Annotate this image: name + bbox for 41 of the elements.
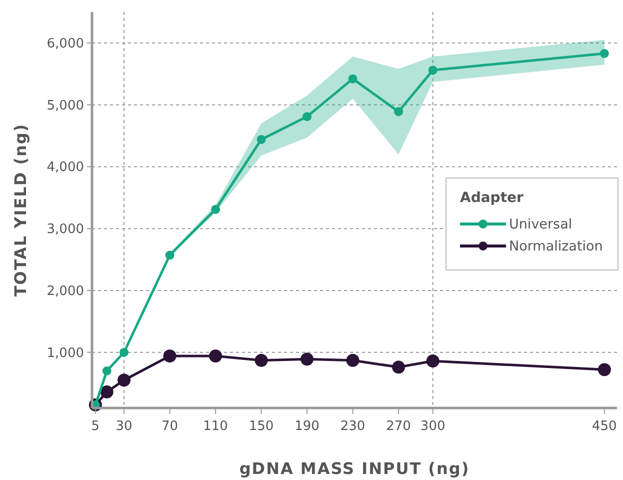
legend-label: Universal (509, 216, 572, 233)
point (120, 348, 129, 357)
y-tick-label: 2,000 (46, 284, 84, 299)
x-tick-label: 190 (294, 419, 320, 434)
point (102, 366, 112, 376)
y-tick-label: 6,000 (46, 36, 84, 52)
point (348, 74, 358, 84)
y-axis-title: TOTAL YIELD (ng) (11, 123, 30, 297)
y-tick-label: 5,000 (46, 98, 84, 114)
legend-label: Normalization (509, 238, 603, 255)
x-tick-label: 300 (420, 419, 446, 434)
point (302, 112, 312, 122)
x-tick-label: 70 (162, 419, 178, 434)
point (426, 354, 440, 368)
x-tick-label: 270 (386, 419, 411, 434)
y-tick-label: 3,000 (46, 222, 84, 238)
point (394, 107, 404, 116)
x-axis-title: gDNA MASS INPUT (ng) (239, 459, 470, 478)
point (163, 350, 176, 363)
x-tick-label: 5 (91, 419, 100, 434)
point (254, 354, 268, 367)
point (598, 363, 611, 376)
point (118, 374, 131, 387)
x-tick-label: 30 (116, 419, 132, 434)
x-tick-label: 450 (592, 419, 617, 434)
x-tick-label: 230 (340, 419, 366, 434)
y-tick-label: 1,000 (46, 346, 84, 361)
point (346, 354, 360, 367)
y-tick-label: 4,000 (46, 160, 84, 176)
point (211, 204, 220, 214)
point (300, 352, 314, 366)
point (392, 360, 406, 374)
point (428, 66, 438, 75)
x-tick-label: 150 (248, 419, 274, 434)
legend-title: Adapter (460, 190, 524, 206)
point (165, 250, 174, 260)
point (209, 350, 222, 363)
point (100, 385, 114, 398)
x-tick-label: 110 (203, 419, 228, 434)
point (256, 134, 266, 144)
point (600, 48, 609, 58)
